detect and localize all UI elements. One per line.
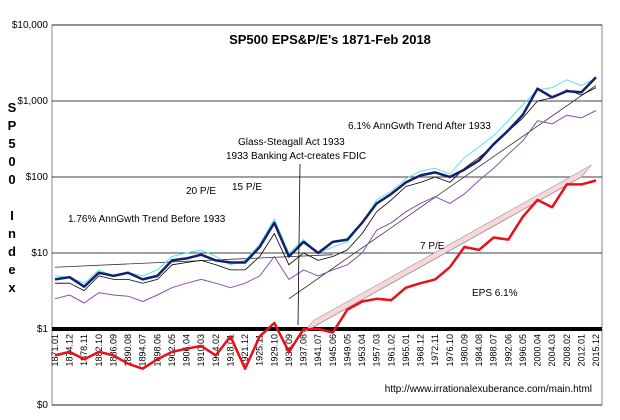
x-tick-label: 1886.09 <box>108 334 118 367</box>
x-tick-label: 1976.10 <box>445 334 455 367</box>
y-tick-label: $0 <box>37 400 49 411</box>
x-tick-label: 1914.02 <box>211 334 221 367</box>
trend-line <box>54 254 333 268</box>
x-tick-label: 1992.06 <box>503 334 513 367</box>
series-line <box>54 76 597 288</box>
annotation: 1933 Banking Act-creates FDIC <box>226 151 366 162</box>
x-tick-label: 1949.05 <box>342 334 352 367</box>
x-tick-label: 1878.11 <box>79 334 89 366</box>
annotation: 20 P/E <box>186 186 216 197</box>
series-line <box>54 77 597 284</box>
x-tick-label: 1945.06 <box>328 334 338 367</box>
annotation: Glass-Steagall Act 1933 <box>238 137 345 148</box>
series-line <box>55 87 597 291</box>
trend-label: 6.1% AnnGwth Trend After 1933 <box>348 121 491 132</box>
x-tick-label: 1980.09 <box>459 334 469 367</box>
x-tick-label: 2015.12 <box>591 334 601 367</box>
trend-label: 1.76% AnnGwth Trend Before 1933 <box>68 214 226 225</box>
annotation: 15 P/E <box>232 182 262 193</box>
x-tick-label: 2012.01 <box>576 334 586 367</box>
x-tick-label: 1988.07 <box>489 334 499 367</box>
x-tick-label: 2004.03 <box>547 334 557 367</box>
x-tick-label: 1961.02 <box>386 334 396 367</box>
y-axis-label: SP500 Index <box>5 100 20 298</box>
chart-title: SP500 EPS&P/E's 1871-Feb 2018 <box>229 32 431 47</box>
x-tick-label: 1898.06 <box>152 334 162 367</box>
trend-line <box>288 85 597 300</box>
trend-label: EPS 6.1% <box>472 288 518 299</box>
x-tick-label: 1882.10 <box>94 334 104 367</box>
x-tick-label: 1929.10 <box>269 334 279 367</box>
x-tick-label: 1894.07 <box>138 334 148 367</box>
y-tick-label: $10 <box>31 248 48 259</box>
annotation: 7 P/E <box>420 241 445 252</box>
trend-band <box>303 164 592 333</box>
x-tick-label: 1890.08 <box>123 334 133 367</box>
x-tick-label: 1941.07 <box>313 334 323 367</box>
x-tick-label: 1972.11 <box>430 334 440 366</box>
x-tick-label: 1968.12 <box>416 334 426 367</box>
y-tick-label: $1,000 <box>17 96 48 107</box>
x-tick-label: 1906.04 <box>182 334 192 367</box>
annotation: http://www.irrationalexuberance.com/main… <box>385 384 592 395</box>
series-line <box>54 179 597 370</box>
x-tick-label: 1925.11 <box>255 334 265 366</box>
y-tick-label: $1 <box>37 324 49 335</box>
x-tick-label: 1871.01 <box>50 334 60 367</box>
x-tick-label: 1902.05 <box>167 334 177 367</box>
x-tick-label: 1965.01 <box>401 334 411 367</box>
x-tick-label: 1937.08 <box>299 334 309 367</box>
x-tick-label: 2008.02 <box>562 334 572 367</box>
x-tick-label: 1910.03 <box>196 334 206 367</box>
y-tick-label: $10,000 <box>12 20 49 31</box>
x-tick-label: 1918.01 <box>225 334 235 367</box>
x-tick-label: 1996.05 <box>518 334 528 367</box>
x-tick-label: 1953.04 <box>357 334 367 367</box>
series-line <box>54 110 597 304</box>
x-tick-label: 1984.08 <box>474 334 484 367</box>
annotation-arrow <box>297 163 301 326</box>
x-tick-label: 1957.03 <box>372 334 382 367</box>
y-tick-label: $100 <box>26 172 49 183</box>
x-tick-label: 2000.04 <box>533 334 543 367</box>
x-tick-label: 1921.12 <box>240 334 250 367</box>
x-tick-label: 1874.12 <box>65 334 75 367</box>
